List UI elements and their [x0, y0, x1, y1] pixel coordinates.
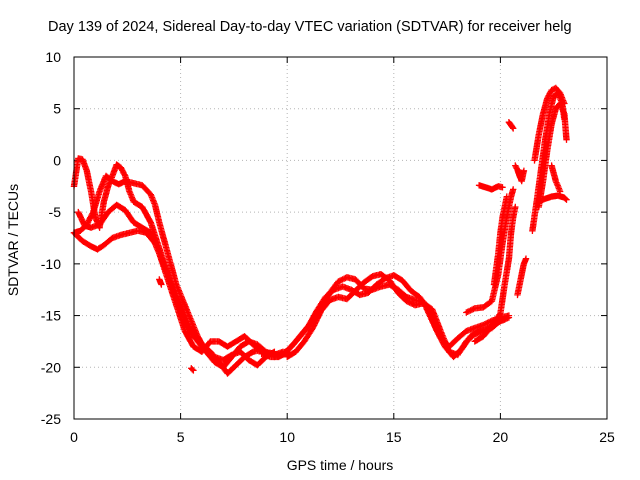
series-trace-19 — [535, 192, 570, 205]
series-trace-17 — [535, 100, 570, 211]
series-trace-9 — [471, 203, 519, 345]
series-trace-14 — [516, 169, 525, 180]
series-trace-18 — [531, 84, 568, 164]
series-trace-11 — [475, 182, 506, 193]
chart-title: Day 139 of 2024, Sidereal Day-to-day VTE… — [48, 19, 572, 35]
y-tick-label: -25 — [41, 411, 61, 427]
series-trace-22 — [156, 276, 165, 288]
y-tick-label: -15 — [41, 308, 61, 324]
data-marker-path — [258, 274, 513, 359]
series-trace-7 — [284, 271, 513, 361]
data-marker-path — [490, 193, 510, 288]
data-marker-path — [284, 271, 513, 361]
x-tick-label: 10 — [279, 429, 295, 445]
y-tick-label: 0 — [53, 152, 61, 168]
series-trace-12 — [505, 119, 517, 132]
data-marker-path — [535, 192, 570, 205]
plot-frame — [73, 56, 608, 420]
grid-lines — [74, 57, 607, 419]
x-tick-label: 0 — [70, 429, 78, 445]
data-marker-path — [548, 162, 564, 195]
x-tick-label: 15 — [386, 429, 402, 445]
series-trace-21 — [188, 365, 197, 374]
data-marker-path — [475, 182, 506, 193]
y-tick-label: 10 — [45, 49, 61, 65]
data-marker-path — [471, 203, 519, 345]
data-marker-path — [516, 169, 525, 180]
series-trace-20 — [548, 162, 564, 195]
y-tick-label: 5 — [53, 101, 61, 117]
data-marker-path — [531, 84, 568, 164]
x-axis-label: GPS time / hours — [287, 457, 394, 473]
data-marker-path — [514, 255, 530, 299]
plot-area — [70, 84, 570, 377]
x-tick-label: 5 — [177, 429, 185, 445]
data-marker-path — [505, 119, 517, 132]
y-tick-label: -10 — [41, 256, 61, 272]
series-trace-5 — [258, 274, 513, 359]
series-trace-15 — [514, 255, 530, 299]
data-marker-path — [75, 201, 291, 361]
y-tick-label: -5 — [49, 204, 62, 220]
x-tick-label: 25 — [599, 429, 615, 445]
series-trace-3 — [75, 201, 291, 361]
series-trace-10 — [490, 193, 510, 288]
data-marker-path — [188, 365, 197, 374]
data-marker-path — [535, 100, 570, 211]
x-tick-label: 20 — [493, 429, 509, 445]
data-marker-path — [156, 276, 165, 288]
y-axis-label: SDTVAR / TECUs — [5, 184, 21, 296]
y-tick-label: -20 — [41, 359, 61, 375]
